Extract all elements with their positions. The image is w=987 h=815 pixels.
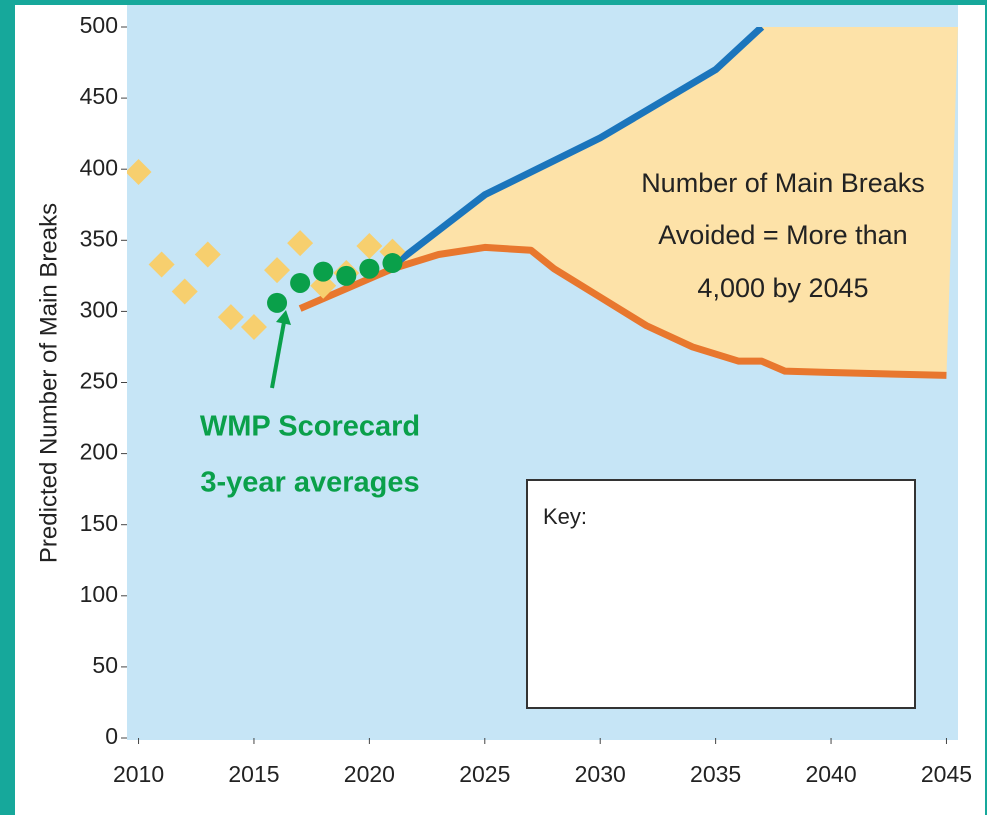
y-tick-label: 250 [80,368,118,394]
data-point [264,257,291,284]
data-point [148,251,175,278]
data-point [287,230,314,257]
annotation: Number of Main Breaks [641,168,925,198]
y-tick-label: 500 [80,12,118,38]
x-tick-label: 2035 [690,761,741,787]
annotation: Avoided = More than [658,220,907,250]
y-tick-label: 350 [80,225,118,251]
y-tick-label: 100 [80,581,118,607]
callout-arrowhead [276,310,291,325]
callout-arrow [270,321,286,389]
x-tick-label: 2010 [113,761,164,787]
data-point [382,253,403,274]
data-point [240,314,267,341]
series-line [298,243,947,379]
data-point [217,304,244,331]
plot [127,27,958,379]
y-tick-label: 50 [92,652,118,678]
callout: 3-year averages [200,467,419,499]
y-axis-label: Predicted Number of Main Breaks [35,203,62,563]
data-point [313,261,334,282]
y-tick-label: 450 [80,83,118,109]
data-point [356,232,383,259]
y-tick-label: 200 [80,439,118,465]
x-tick-label: 2030 [575,761,626,787]
annotation: 4,000 by 2045 [697,273,868,303]
x-tick-label: 2045 [921,761,972,787]
legend-title: Key: [543,504,587,529]
data-point [359,258,380,279]
x-tick-label: 2025 [459,761,510,787]
x-tick-label: 2015 [228,761,279,787]
data-point [127,159,152,186]
callout: WMP Scorecard [200,411,420,443]
y-tick-label: 0 [105,723,118,749]
y-tick-label: 400 [80,154,118,180]
data-point [194,241,221,268]
data-point [310,272,337,299]
avoided-area [392,27,958,376]
y-tick-label: 300 [80,296,118,322]
x-tick-label: 2020 [344,761,395,787]
data-point [267,292,288,313]
data-point [336,265,357,286]
data-point [290,272,311,293]
data-point [171,278,198,305]
legend-box [526,479,916,709]
series-line [390,27,765,269]
y-tick-label: 150 [80,510,118,536]
x-tick-label: 2040 [805,761,856,787]
